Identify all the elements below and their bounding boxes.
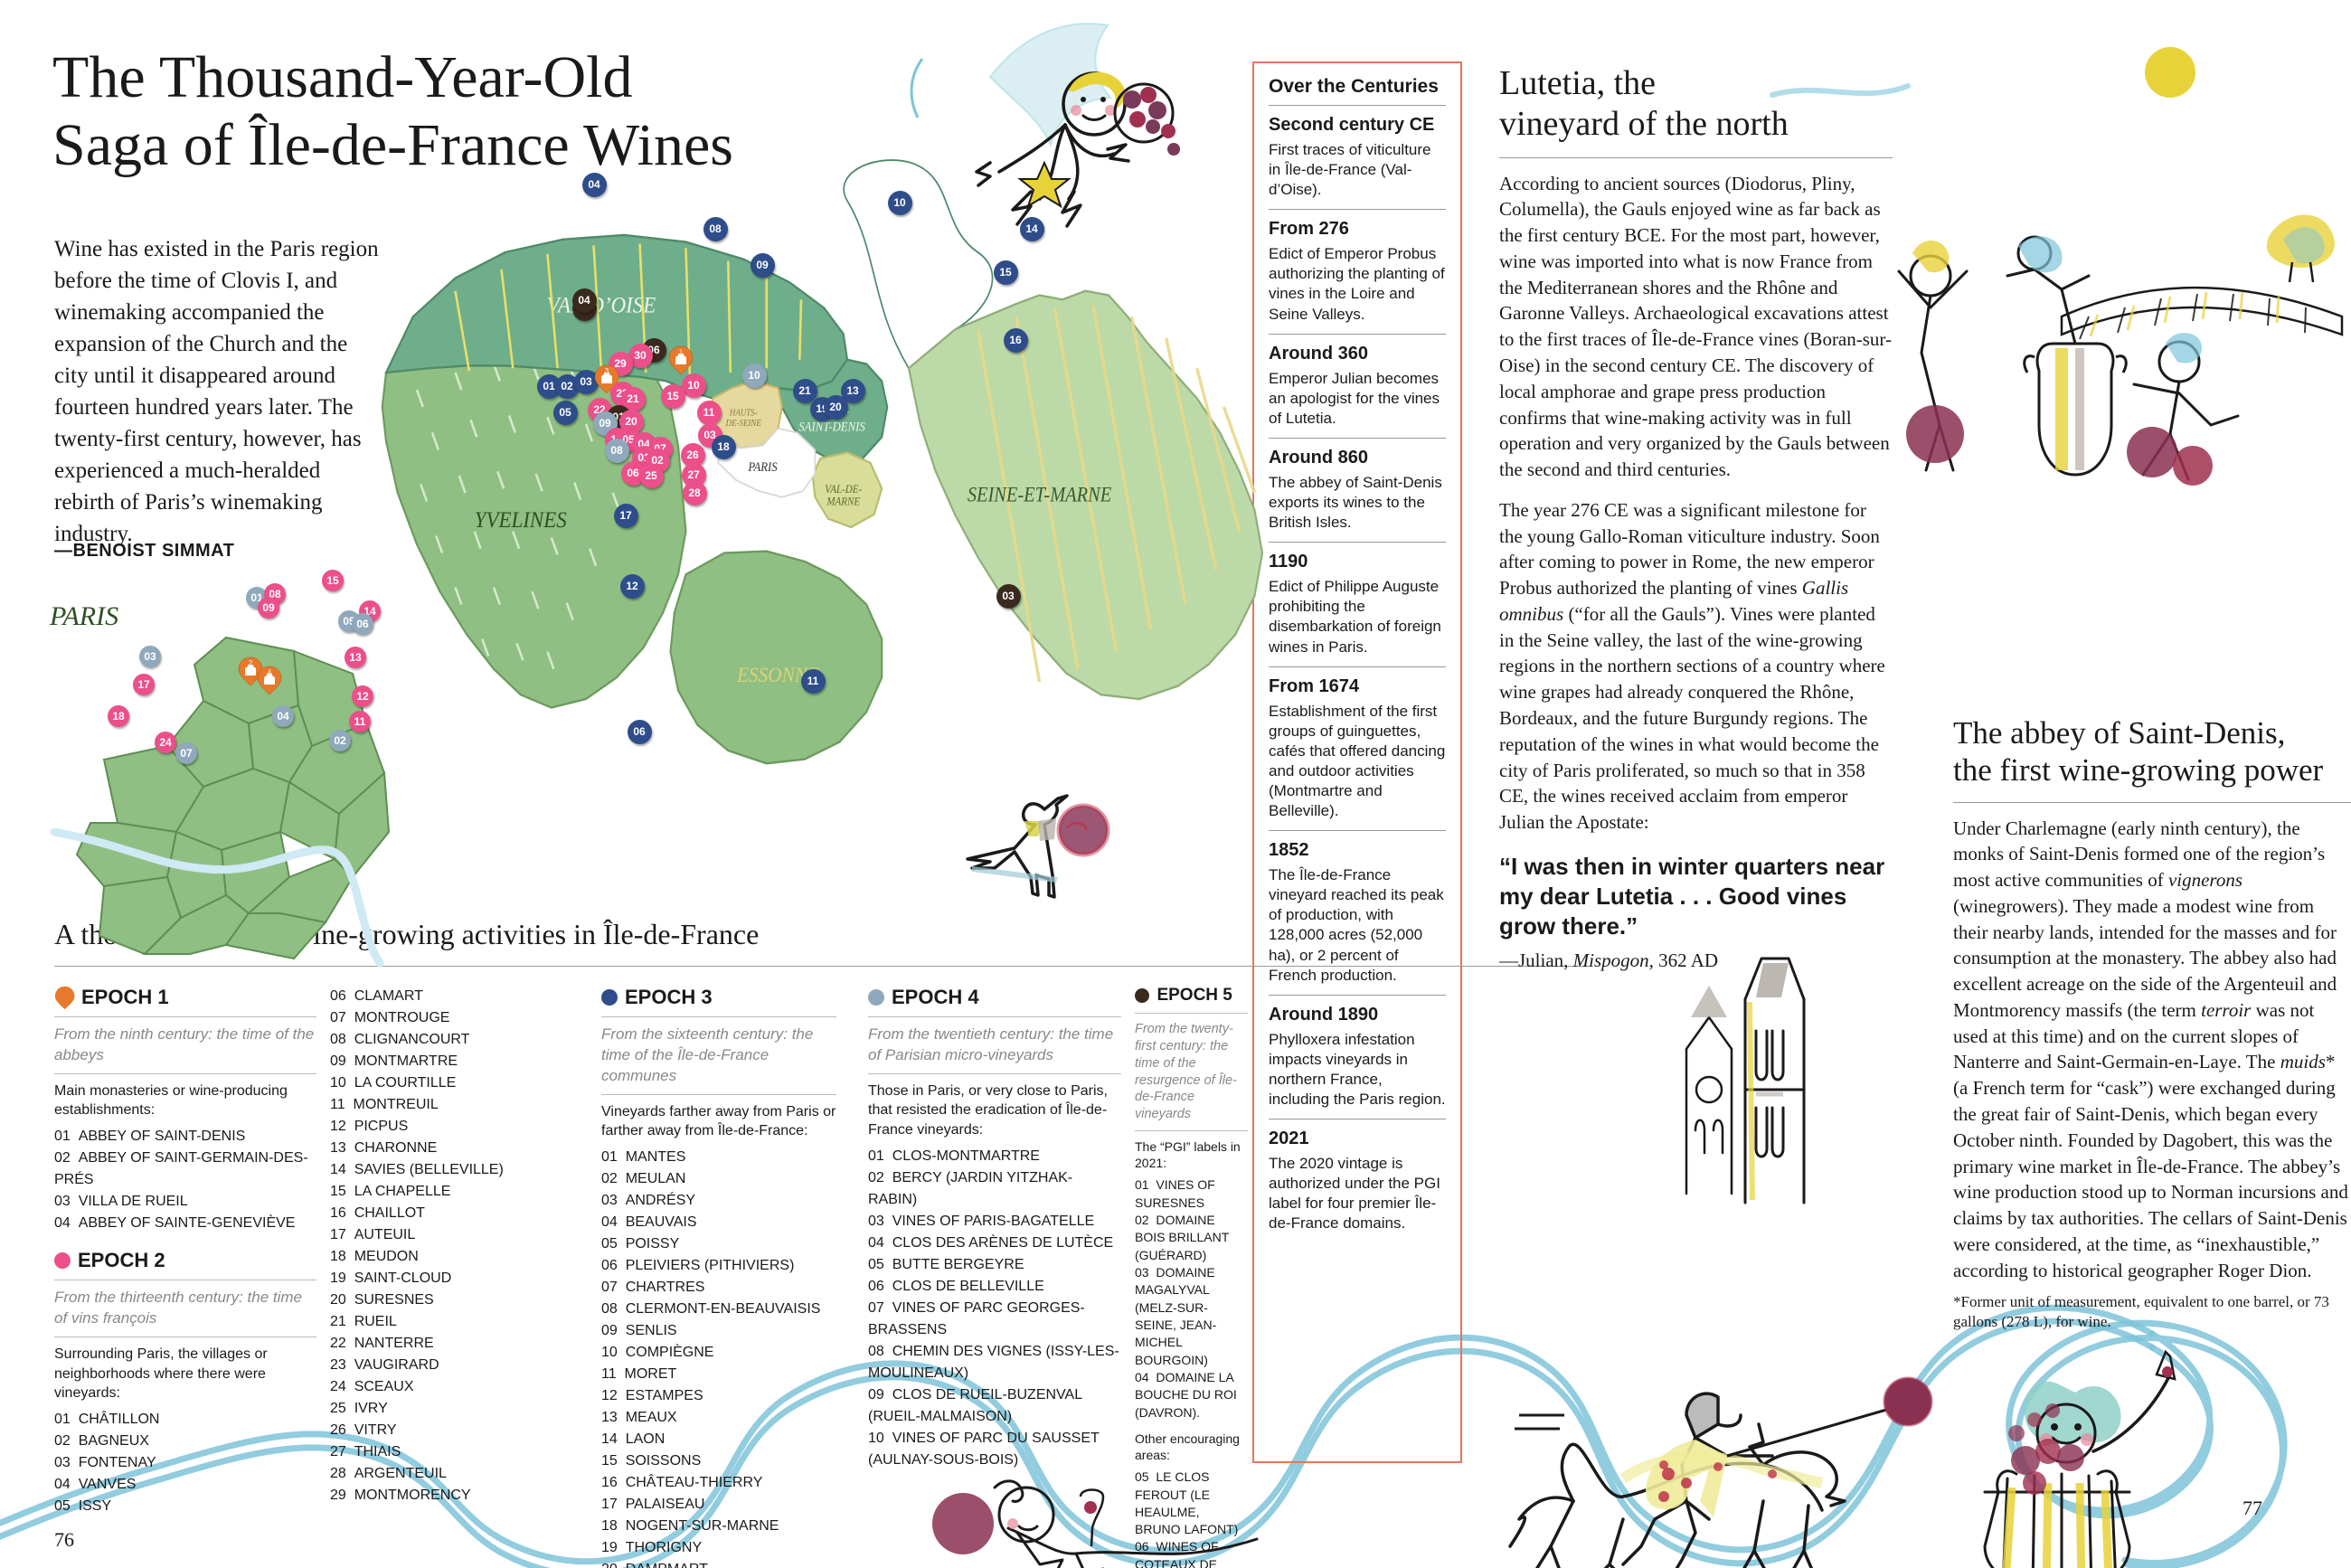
svg-text:DE-SEINE: DE-SEINE — [725, 420, 761, 430]
svg-text:VAL-D’OISE: VAL-D’OISE — [547, 292, 656, 317]
svg-text:MARNE: MARNE — [826, 496, 860, 508]
svg-text:SAINT-DENIS: SAINT-DENIS — [798, 420, 865, 434]
svg-text:PARIS: PARIS — [747, 460, 778, 475]
svg-text:YVELINES: YVELINES — [475, 507, 567, 533]
svg-text:HAUTS-: HAUTS- — [729, 409, 758, 419]
svg-text:VAL-DE-: VAL-DE- — [825, 483, 862, 496]
svg-text:SEINE-ET-MARNE: SEINE-ET-MARNE — [968, 483, 1111, 505]
